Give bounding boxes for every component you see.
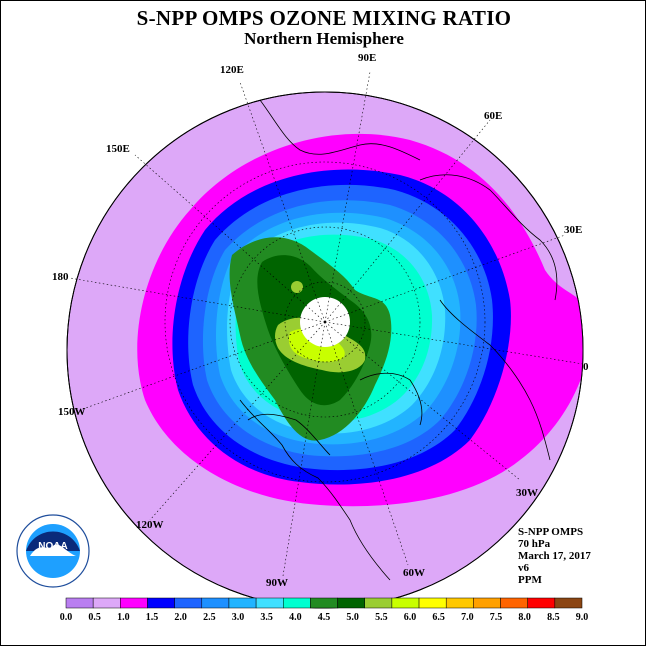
colorbar-swatch bbox=[554, 597, 583, 609]
lon-label-150e: 150E bbox=[106, 143, 130, 155]
colorbar-swatch bbox=[283, 597, 311, 609]
meridian bbox=[324, 321, 521, 481]
coastlines bbox=[239, 99, 558, 581]
colorbar-tick-label: 2.0 bbox=[174, 612, 187, 623]
colorbar-swatch bbox=[418, 597, 447, 609]
colorbar-tick-label: 7.0 bbox=[461, 612, 474, 623]
colorbar-swatch bbox=[337, 597, 365, 609]
meridian bbox=[239, 81, 326, 323]
colorbar-tick-label: 1.5 bbox=[146, 612, 159, 623]
meridian bbox=[324, 119, 491, 323]
colorbar-swatch bbox=[473, 597, 501, 609]
meridian bbox=[149, 321, 326, 521]
colorbar-tick-label: 0.5 bbox=[88, 612, 101, 623]
colorbar-swatch bbox=[228, 597, 257, 609]
colorbar-tick-label: 7.5 bbox=[490, 612, 503, 623]
info-level: 70 hPa bbox=[518, 538, 551, 550]
colorbar-swatch bbox=[201, 597, 230, 609]
colorbar-swatch bbox=[255, 597, 284, 609]
lon-label-30e: 30E bbox=[564, 224, 582, 236]
lon-label-30w: 30W bbox=[516, 487, 538, 499]
colorbar: 0.0 0.5 1.0 1.5 2.0 2.5 3.0 3.5 4.0 4.5 5.0 5.5 6.0 6… bbox=[60, 597, 589, 623]
meridian bbox=[324, 234, 566, 323]
colorbar-tick-label: 8.0 bbox=[518, 612, 531, 623]
lon-label-90w: 90W bbox=[266, 577, 288, 589]
lon-label-60w: 60W bbox=[403, 567, 425, 579]
coastline-northamerica bbox=[247, 413, 331, 456]
colorbar-tick-label: 3.5 bbox=[260, 612, 273, 623]
lon-label-120w: 120W bbox=[136, 519, 164, 531]
coastline-europe-africa bbox=[439, 299, 551, 461]
coastline-americas bbox=[239, 399, 391, 581]
colorbar-tick-label: 1.0 bbox=[117, 612, 130, 623]
info-date: March 17, 2017 bbox=[518, 550, 591, 562]
colorbar-swatch bbox=[364, 597, 393, 609]
colorbar-tick-label: 6.0 bbox=[404, 612, 417, 623]
meridian-lines bbox=[69, 71, 584, 577]
lat-circle bbox=[284, 281, 366, 363]
noaa-logo: NOAA bbox=[16, 514, 90, 588]
map-subtitle: Northern Hemisphere bbox=[244, 29, 404, 48]
meridian bbox=[69, 277, 326, 323]
lon-label-120e: 120E bbox=[220, 64, 244, 76]
colorbar-tick-label: 0.0 bbox=[60, 612, 73, 623]
lon-label-150w: 150W bbox=[58, 406, 86, 418]
colorbar-swatch bbox=[527, 597, 556, 609]
meridian bbox=[282, 321, 326, 577]
colorbar-swatch bbox=[500, 597, 528, 609]
meridian bbox=[324, 321, 409, 566]
colorbar-swatch bbox=[147, 597, 175, 609]
info-block: S-NPP OMPS 70 hPa March 17, 2017 v6 PPM bbox=[518, 526, 591, 586]
colorbar-swatch bbox=[445, 597, 474, 609]
info-version: v6 bbox=[518, 562, 529, 574]
lon-label-0: 0 bbox=[583, 361, 589, 373]
colorbar-tick-label: 2.5 bbox=[203, 612, 216, 623]
colorbar-tick-label: 4.0 bbox=[289, 612, 302, 623]
info-instrument: S-NPP OMPS bbox=[518, 526, 584, 538]
colorbar-tick-label: 8.5 bbox=[547, 612, 560, 623]
noaa-logo-upper bbox=[26, 531, 80, 551]
map-title: S-NPP OMPS OZONE MIXING RATIO bbox=[136, 6, 512, 30]
colorbar-swatch bbox=[65, 597, 94, 609]
latitude-circles bbox=[164, 161, 486, 483]
colorbar-tick-label: 9.0 bbox=[576, 612, 589, 623]
lat-circle bbox=[229, 226, 421, 418]
colorbar-tick-label: 6.5 bbox=[432, 612, 445, 623]
lon-label-180: 180 bbox=[52, 271, 69, 283]
colorbar-swatch bbox=[391, 597, 420, 609]
coastline-eurasia bbox=[419, 174, 558, 301]
info-units: PPM bbox=[518, 574, 542, 586]
lon-label-60e: 60E bbox=[484, 110, 502, 122]
band-5p5-patch bbox=[291, 281, 303, 293]
coastline-greenland bbox=[359, 372, 423, 426]
lon-label-90e: 90E bbox=[358, 52, 376, 64]
colorbar-tick-label: 5.5 bbox=[375, 612, 388, 623]
ozone-contours bbox=[137, 133, 583, 507]
colorbar-swatch bbox=[120, 597, 148, 609]
colorbar-swatch bbox=[174, 597, 203, 609]
colorbar-tick-label: 5.0 bbox=[346, 612, 359, 623]
noaa-logo-bird bbox=[30, 544, 76, 556]
lat-circle bbox=[164, 161, 486, 483]
coastline-asia bbox=[259, 99, 421, 161]
colorbar-tick-label: 4.5 bbox=[318, 612, 331, 623]
colorbar-swatch bbox=[92, 597, 121, 609]
meridian bbox=[79, 321, 326, 411]
noaa-logo-text: NOAA bbox=[38, 541, 67, 552]
colorbar-tick-label: 3.0 bbox=[232, 612, 245, 623]
colorbar-swatch bbox=[310, 597, 338, 609]
